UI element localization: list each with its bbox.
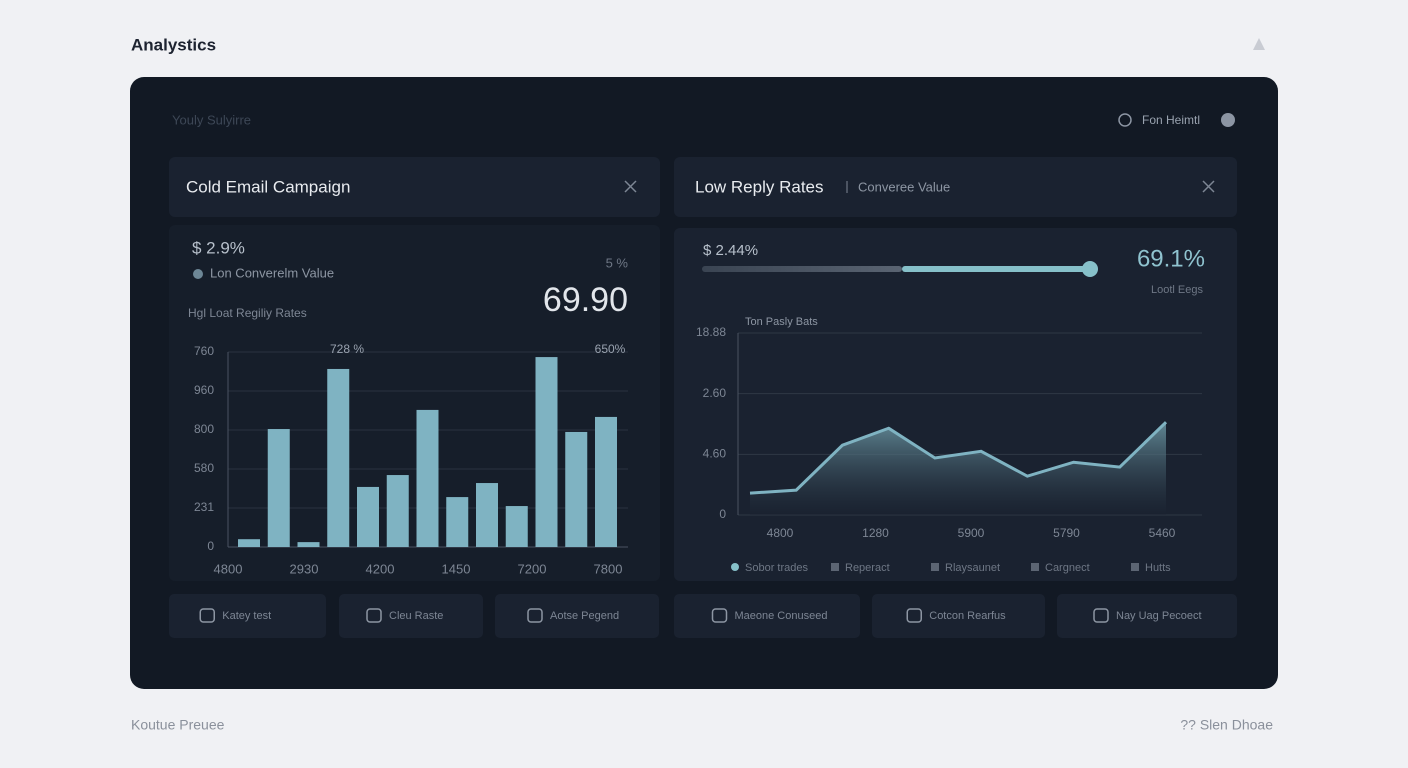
button[interactable] [339, 594, 483, 638]
status-icon [1221, 113, 1235, 127]
bar [297, 542, 320, 547]
card-title: Low Reply Rates [695, 177, 824, 196]
y-tick-label: 960 [194, 383, 214, 397]
progress-handle[interactable] [1082, 261, 1098, 277]
button-label[interactable]: Cotcon Rearfus [929, 610, 1006, 622]
x-tick-label: 4800 [767, 526, 794, 540]
footer-right[interactable]: ?? Slen Dhoae [1180, 717, 1273, 733]
chart-label: Hgl Loat Regiliy Rates [188, 306, 307, 320]
bar [238, 539, 260, 547]
legend-swatch [931, 563, 939, 571]
legend-label[interactable]: Hutts [1145, 562, 1171, 574]
x-tick-label: 2930 [290, 561, 319, 576]
y-tick-label: 231 [194, 500, 214, 514]
button-label[interactable]: Maeone Conuseed [735, 610, 828, 622]
icon [1253, 38, 1265, 50]
close-icon[interactable] [624, 180, 637, 193]
y-tick-label: 0 [207, 539, 214, 553]
stat: $ 2.9% [192, 238, 245, 257]
button-icon [1093, 608, 1109, 623]
y-tick-label: 4.60 [703, 447, 727, 461]
x-tick-label: 4800 [214, 561, 243, 576]
card-title: Cold Email Campaign [186, 177, 350, 196]
legend-swatch [1131, 563, 1139, 571]
bar [535, 357, 558, 547]
bar [565, 431, 588, 547]
x-tick-label: 5790 [1053, 526, 1080, 540]
tab[interactable]: Converee Value [858, 179, 950, 194]
x-tick-label: 1450 [442, 561, 471, 576]
annotation: 650% [595, 342, 626, 356]
legend-swatch [831, 563, 839, 571]
legend-swatch [1031, 563, 1039, 571]
y-tick-label: 0 [719, 507, 726, 521]
button[interactable] [1057, 594, 1237, 638]
legend-label[interactable]: Reperact [845, 562, 890, 574]
legend-swatch [731, 563, 739, 571]
big-number: 69.90 [543, 281, 628, 319]
x-tick-label: 5900 [958, 526, 985, 540]
y-tick-label: 2.60 [703, 386, 727, 400]
button-icon [711, 608, 728, 623]
annotation: 728 % [330, 342, 364, 356]
button-label[interactable]: Cleu Raste [389, 610, 443, 622]
big-number: 69.1% [1137, 245, 1205, 272]
card-header [169, 157, 660, 217]
x-tick-label: 7800 [594, 561, 623, 576]
area [750, 422, 1166, 515]
y-tick-label: 18.88 [696, 325, 726, 339]
app-title: Analystics [131, 35, 216, 54]
x-tick-label: 1280 [862, 526, 889, 540]
button[interactable] [872, 594, 1045, 638]
button-icon [527, 608, 543, 623]
progress-fill [902, 266, 1090, 272]
chart-label: Ton Pasly Bats [745, 316, 818, 328]
line [749, 421, 1168, 495]
bar [267, 429, 290, 547]
bullet [193, 269, 203, 279]
button-icon [199, 608, 215, 623]
bar [386, 475, 409, 547]
button-icon [906, 608, 922, 623]
y-tick-label: 760 [194, 344, 214, 358]
bar [476, 483, 498, 547]
bar [505, 506, 528, 547]
close-icon[interactable] [1202, 180, 1215, 193]
panel-subtitle: Youly Sulyirre [172, 112, 251, 127]
button[interactable] [674, 594, 860, 638]
stat: $ 2.44% [703, 242, 758, 259]
button-label[interactable]: Aotse Pegend [550, 610, 619, 622]
x-tick-label: 4200 [366, 561, 395, 576]
corner-label: 5 % [606, 255, 629, 270]
bar [357, 486, 379, 547]
bar [446, 497, 469, 547]
x-tick-label: 5460 [1149, 526, 1176, 540]
button-label[interactable]: Katey test [222, 610, 271, 622]
y-tick-label: 580 [194, 461, 214, 475]
legend-label[interactable]: Cargnect [1045, 562, 1090, 574]
bar [595, 416, 617, 547]
progress-track [702, 266, 902, 272]
big-caption: Lootl Eegs [1151, 284, 1203, 296]
x-tick-label: 7200 [518, 561, 547, 576]
button[interactable] [169, 594, 326, 638]
stat-caption: Lon Converelm Value [210, 265, 334, 280]
footer-left: Koutue Preuee [131, 717, 225, 733]
user-icon [1118, 113, 1132, 127]
button-icon [366, 608, 382, 623]
legend-label[interactable]: Rlaysaunet [945, 562, 1000, 574]
bar [416, 409, 439, 547]
button[interactable] [495, 594, 659, 638]
bar [327, 368, 350, 547]
user-name[interactable]: Fon Heimtl [1142, 113, 1200, 127]
y-tick-label: 800 [194, 422, 214, 436]
button-label[interactable]: Nay Uag Pecoect [1116, 610, 1202, 622]
card-header [674, 157, 1237, 217]
legend-label[interactable]: Sobor trades [745, 562, 808, 574]
